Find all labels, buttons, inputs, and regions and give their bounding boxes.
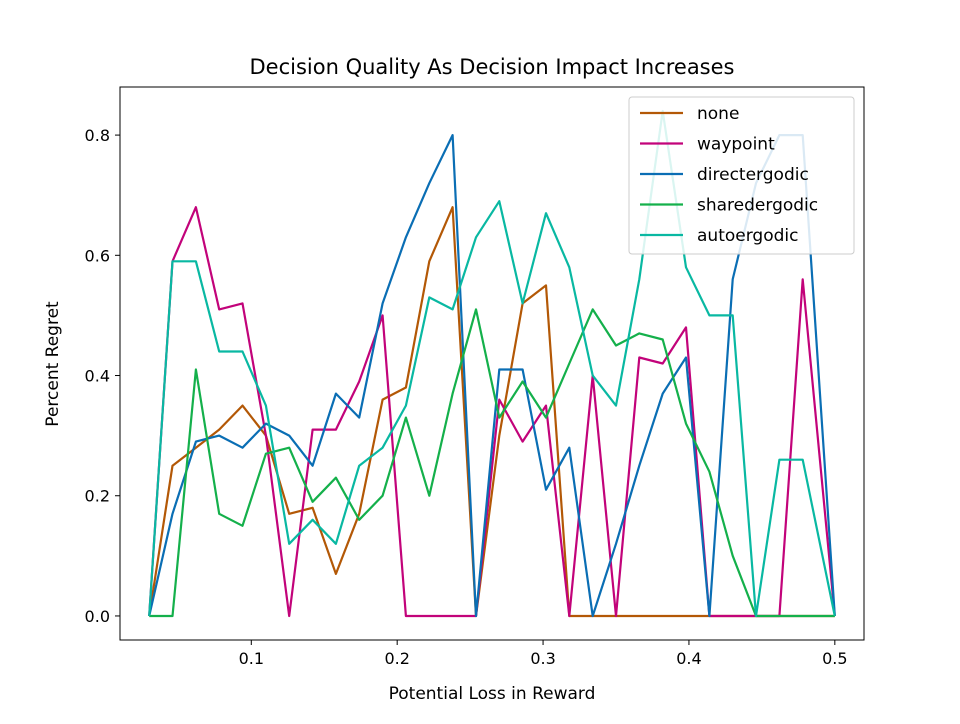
y-tick-label: 0.8 <box>85 126 110 145</box>
y-axis-label: Percent Regret <box>43 301 63 427</box>
y-tick-label: 0.4 <box>85 367 110 386</box>
y-tick-label: 0.0 <box>85 607 110 626</box>
legend-label-none: none <box>697 104 739 124</box>
y-axis-ticks: 0.0 0.2 0.4 0.6 0.8 <box>85 126 120 626</box>
legend-label-autoergodic: autoergodic <box>697 226 798 246</box>
x-axis-label: Potential Loss in Reward <box>389 684 596 704</box>
plot-area-frame <box>119 86 865 641</box>
series-group <box>148 109 836 618</box>
x-axis-ticks: 0.1 0.2 0.3 0.4 0.5 <box>239 640 848 668</box>
x-tick-label: 0.1 <box>239 649 264 668</box>
x-tick-label: 0.5 <box>822 649 847 668</box>
series-line-directergodic <box>148 134 836 618</box>
series-line-autoergodic <box>148 109 836 618</box>
series-line-sharedergodic <box>149 308 835 618</box>
y-tick-label: 0.2 <box>85 487 110 506</box>
legend-label-waypoint: waypoint <box>697 135 775 155</box>
y-tick-label: 0.6 <box>85 246 110 265</box>
legend-label-directergodic: directergodic <box>697 165 809 185</box>
legend: none waypoint directergodic sharedergodic au… <box>628 96 855 255</box>
x-tick-label: 0.2 <box>384 649 409 668</box>
x-tick-label: 0.3 <box>530 649 555 668</box>
legend-box <box>628 96 855 255</box>
legend-label-sharedergodic: sharedergodic <box>697 196 818 216</box>
chart-title: Decision Quality As Decision Impact Incr… <box>250 55 735 79</box>
x-tick-label: 0.4 <box>676 649 701 668</box>
series-line-waypoint <box>148 206 836 618</box>
